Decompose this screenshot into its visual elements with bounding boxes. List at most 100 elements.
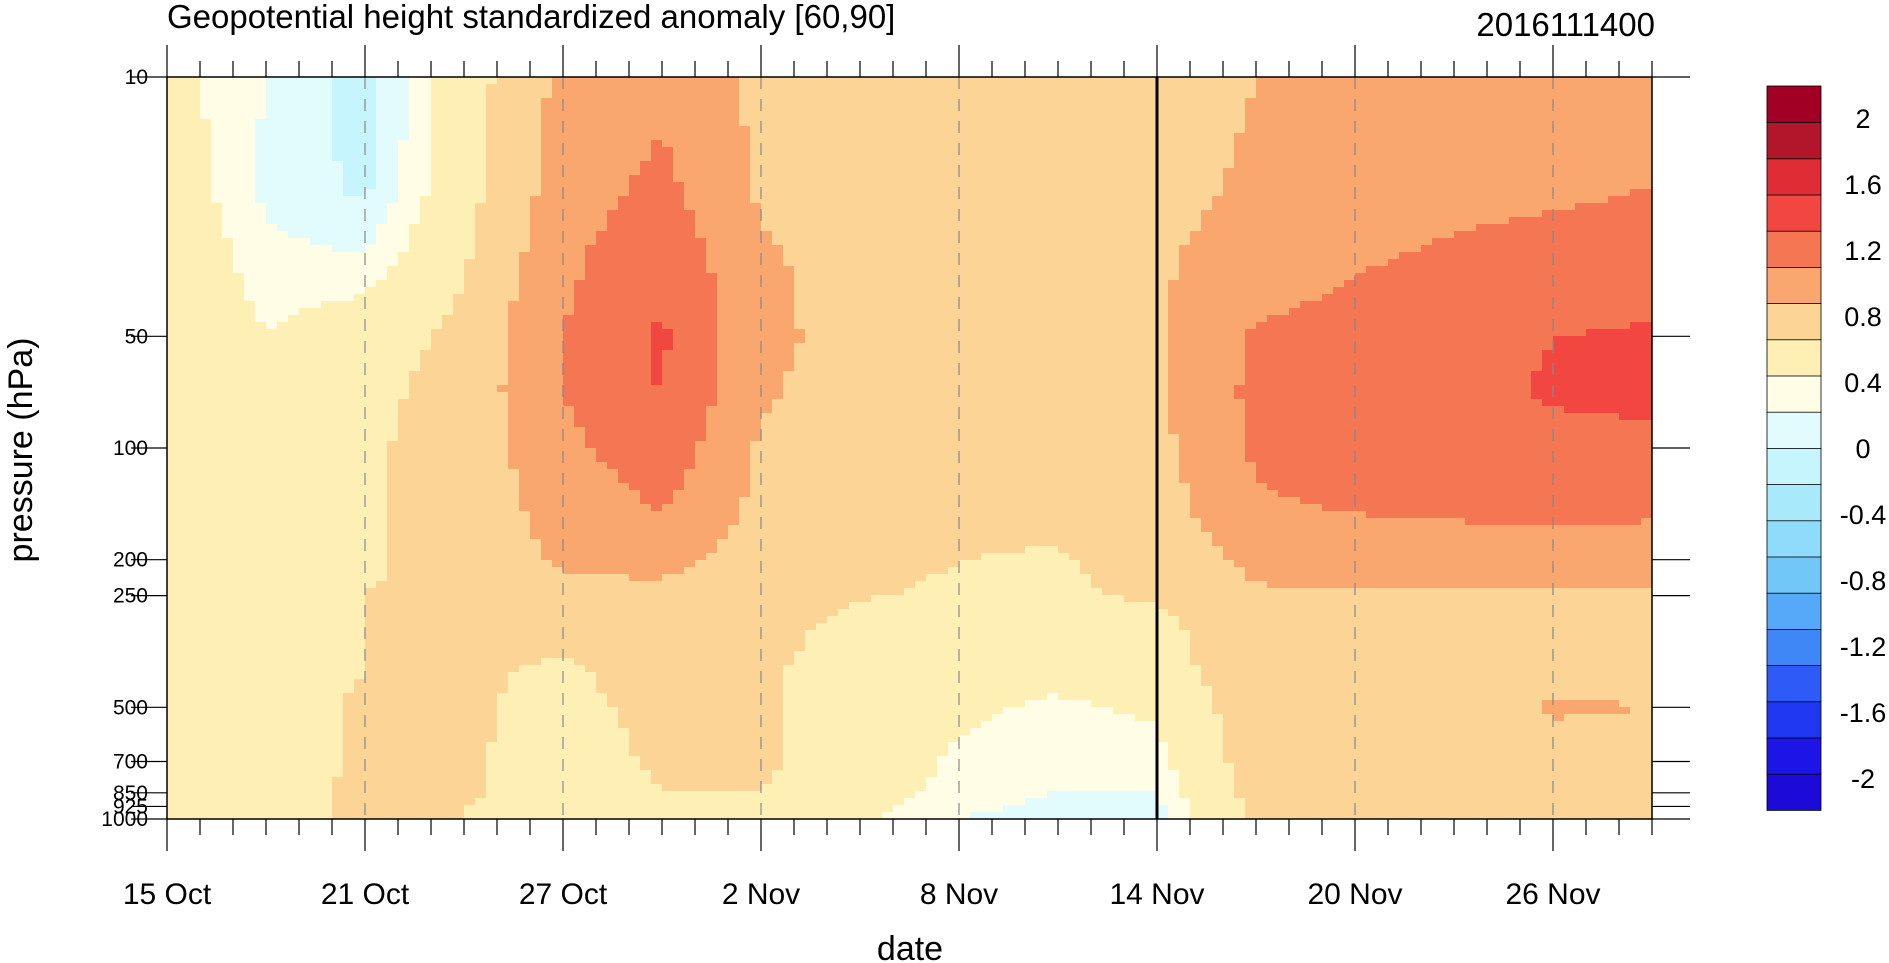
contour-cell [728,273,740,281]
contour-cell [409,77,421,85]
contour-cell [376,266,388,274]
contour-cell [486,301,498,309]
contour-cell [1498,168,1510,176]
contour-cell [1124,133,1136,141]
contour-cell [1234,266,1246,274]
contour-cell [1476,196,1488,204]
contour-cell [200,182,212,190]
contour-cell [1377,126,1389,134]
contour-cell [1399,105,1411,113]
contour-cell [1047,84,1059,92]
contour-cell [970,287,982,295]
contour-cell [629,252,641,260]
contour-cell [596,294,608,302]
contour-cell [244,91,256,99]
contour-cell [1542,238,1554,246]
contour-cell [1267,161,1279,169]
contour-cell [1025,322,1037,330]
contour-cell [893,238,905,246]
contour-cell [1036,91,1048,99]
contour-cell [431,91,443,99]
contour-cell [365,245,377,253]
contour-cell [266,238,278,246]
contour-cell [970,210,982,218]
contour-cell [1036,301,1048,309]
contour-cell [255,147,267,155]
contour-cell [519,154,531,162]
contour-cell [882,315,894,323]
contour-cell [244,196,256,204]
contour-cell [1421,252,1433,260]
contour-cell [673,294,685,302]
contour-cell [1399,217,1411,225]
contour-cell [948,322,960,330]
contour-cell [1509,147,1521,155]
contour-cell [1509,252,1521,260]
contour-cell [332,189,344,197]
contour-cell [1179,203,1191,211]
contour-cell [321,182,333,190]
contour-cell [244,280,256,288]
contour-cell [365,294,377,302]
contour-cell [222,287,234,295]
contour-cell [1135,203,1147,211]
contour-cell [200,252,212,260]
contour-cell [420,273,432,281]
contour-cell [816,133,828,141]
contour-cell [1575,77,1587,85]
contour-cell [299,301,311,309]
contour-cell [618,182,630,190]
contour-cell [948,84,960,92]
contour-cell [1080,196,1092,204]
contour-cell [431,154,443,162]
contour-cell [1113,322,1125,330]
contour-cell [1201,287,1213,295]
contour-cell [1025,245,1037,253]
contour-cell [805,266,817,274]
contour-cell [1014,252,1026,260]
contour-cell [398,91,410,99]
contour-cell [1575,196,1587,204]
contour-cell [222,126,234,134]
contour-cell [607,119,619,127]
contour-cell [1344,147,1356,155]
contour-cell [354,203,366,211]
contour-cell [1630,189,1642,197]
contour-cell [486,161,498,169]
contour-cell [310,315,322,323]
contour-cell [1553,98,1565,106]
contour-cell [860,119,872,127]
contour-cell [981,119,993,127]
contour-cell [1509,119,1521,127]
contour-cell [1289,119,1301,127]
contour-cell [1421,196,1433,204]
contour-cell [926,273,938,281]
contour-cell [167,210,179,218]
contour-cell [816,294,828,302]
contour-cell [1421,301,1433,309]
contour-cell [684,238,696,246]
contour-cell [717,161,729,169]
contour-cell [1267,126,1279,134]
contour-cell [1080,189,1092,197]
contour-cell [1036,182,1048,190]
contour-cell [871,245,883,253]
contour-cell [1553,126,1565,134]
contour-cell [1531,266,1543,274]
contour-cell [387,91,399,99]
contour-cell [1025,126,1037,134]
contour-cell [1135,273,1147,281]
contour-cell [948,133,960,141]
contour-cell [772,154,784,162]
contour-cell [1619,175,1631,183]
contour-cell [772,175,784,183]
contour-cell [486,154,498,162]
contour-cell [321,273,333,281]
contour-cell [1234,168,1246,176]
contour-cell [1344,154,1356,162]
contour-cell [871,238,883,246]
contour-cell [1201,154,1213,162]
contour-cell [1102,112,1114,120]
contour-cell [310,294,322,302]
